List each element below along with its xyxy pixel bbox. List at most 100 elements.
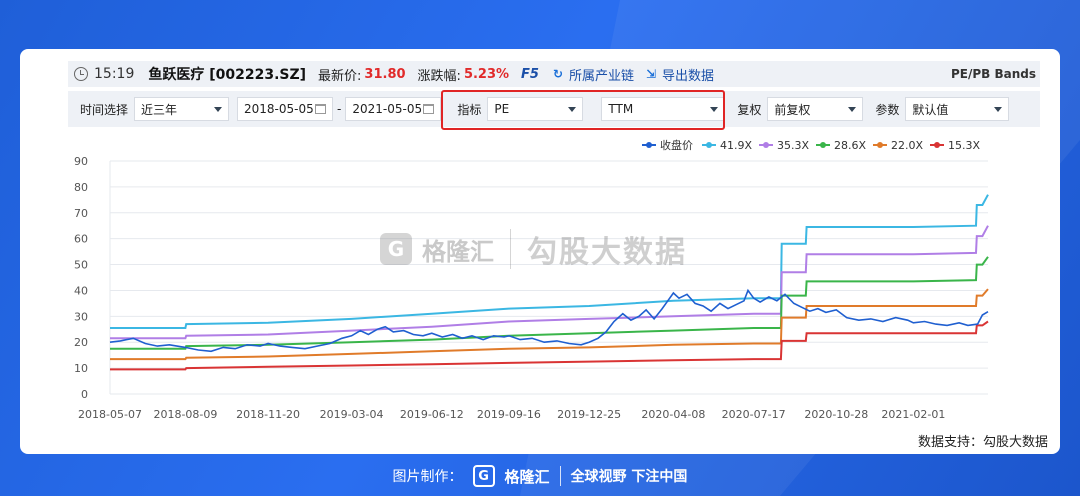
ttm-value: TTM — [608, 102, 634, 116]
change-rate-label: 涨跌幅: — [417, 68, 461, 84]
adjust-select[interactable]: 前复权 — [767, 97, 864, 121]
stock-name: 鱼跃医疗 [002223.SZ] — [148, 67, 307, 83]
watermark: G 格隆汇 勾股大数据 — [380, 227, 687, 271]
pe-band-chart: 0 10 20 30 40 50 60 70 80 90 2018-05-07 2018-08-09… — [74, 138, 989, 421]
indicator-label: 指标 — [457, 102, 482, 117]
x-tick-label: 2018-08-09 — [153, 408, 217, 421]
watermark-text: 勾股大数据 — [527, 235, 687, 270]
x-tick-label: 2018-05-07 — [78, 408, 142, 421]
calendar-icon — [315, 104, 327, 114]
export-data-label: 导出数据 — [662, 68, 715, 84]
gelonghui-logo: G — [472, 465, 495, 487]
refresh-icon: ↻ — [552, 67, 564, 81]
param-select[interactable]: 默认值 — [905, 97, 1010, 121]
chart-grid — [109, 160, 988, 395]
y-tick-label: 20 — [74, 336, 88, 349]
indicator-select[interactable]: PE — [487, 97, 584, 121]
watermark-divider — [510, 229, 511, 269]
latest-price: 最新价: 31.80 — [318, 65, 406, 84]
x-tick-label: 2020-04-08 — [641, 408, 705, 421]
y-tick-label: 70 — [74, 207, 88, 220]
chart-legend: 收盘价 41.9X 35.3X 28.6X 22.0X 15.3X — [642, 138, 980, 152]
time-select-label: 时间选择 — [80, 102, 129, 117]
time-range-select[interactable]: 近三年 — [134, 97, 230, 121]
y-tick-label: 0 — [81, 388, 88, 401]
legend-marker — [877, 142, 883, 148]
legend-label: 28.6X — [834, 139, 866, 152]
start-date-value: 2018-05-05 — [244, 102, 314, 116]
export-icon: ⇲ — [646, 67, 657, 81]
data-support-text: 数据支持：勾股大数据 — [917, 435, 1048, 450]
legend-label: 35.3X — [777, 139, 809, 152]
adjust-value: 前复权 — [774, 102, 811, 117]
chart-panel: 15:19 鱼跃医疗 [002223.SZ] 最新价: 31.80 涨跌幅: 5… — [20, 49, 1060, 454]
param-label: 参数 — [875, 102, 900, 117]
x-axis: 2018-05-07 2018-08-09 2018-11-20 2019-03-04… — [78, 408, 945, 421]
legend-marker — [934, 142, 940, 148]
indicator-value: PE — [494, 102, 510, 116]
legend-marker — [763, 142, 769, 148]
filter-bar: 时间选择 近三年 2018-05-05 - 2021-05-05 指标 PE T… — [68, 91, 1040, 127]
legend-label: 收盘价 — [660, 138, 693, 152]
chevron-down-icon — [710, 106, 719, 112]
x-tick-label: 2019-12-25 — [557, 408, 621, 421]
legend-label: 22.0X — [891, 139, 923, 152]
chevron-down-icon — [848, 106, 857, 112]
chart-series — [109, 194, 989, 371]
legend-label: 41.9X — [720, 139, 752, 152]
footer-made-by: 图片制作： — [392, 469, 463, 485]
time-display: 15:19 — [94, 66, 135, 82]
footer: 图片制作： G 格隆汇 全球视野 下注中国 — [0, 461, 1080, 491]
y-axis: 0 10 20 30 40 50 60 70 80 90 — [74, 155, 88, 401]
y-tick-label: 60 — [74, 233, 88, 246]
legend-marker — [646, 142, 652, 148]
time-range-value: 近三年 — [141, 102, 178, 117]
date-separator: - — [337, 102, 342, 116]
y-tick-label: 30 — [74, 310, 88, 323]
y-tick-label: 50 — [74, 259, 88, 272]
industry-chain-link[interactable]: ↻ 所属产业链 — [553, 65, 634, 84]
adjust-label: 复权 — [737, 102, 762, 117]
footer-divider — [559, 466, 561, 486]
band-line-15_3X — [110, 320, 989, 371]
end-date-input[interactable]: 2021-05-05 — [345, 97, 442, 121]
band-line-28_6X — [110, 256, 989, 350]
stock-header-bar: 15:19 鱼跃医疗 [002223.SZ] 最新价: 31.80 涨跌幅: 5… — [68, 61, 1040, 87]
watermark-brand: 格隆汇 — [422, 237, 494, 266]
calendar-icon — [423, 104, 435, 114]
y-tick-label: 90 — [74, 155, 88, 168]
latest-price-label: 最新价: — [318, 68, 362, 84]
y-tick-label: 10 — [74, 362, 88, 375]
y-tick-label: 40 — [74, 284, 88, 297]
x-tick-label: 2019-09-16 — [477, 408, 541, 421]
x-tick-label: 2019-03-04 — [320, 408, 384, 421]
x-tick-label: 2018-11-20 — [236, 408, 300, 421]
chevron-down-icon — [214, 106, 223, 112]
close-price-line — [109, 288, 989, 353]
band-line-35_3X — [110, 225, 989, 340]
industry-chain-label: 所属产业链 — [568, 68, 634, 84]
param-value: 默认值 — [912, 102, 949, 117]
gelonghui-logo: G — [380, 233, 412, 265]
footer-slogan: 全球视野 下注中国 — [570, 469, 688, 485]
x-tick-label: 2021-02-01 — [881, 408, 945, 421]
chevron-down-icon — [994, 106, 1003, 112]
bands-title: PE/PB Bands — [950, 67, 1036, 81]
footer-brand: 格隆汇 — [504, 467, 550, 486]
f5-button[interactable]: F5 — [521, 66, 539, 82]
x-tick-label: 2020-10-28 — [804, 408, 868, 421]
change-rate-value: 5.23% — [463, 66, 510, 82]
clock-icon — [74, 67, 88, 81]
chevron-down-icon — [568, 106, 577, 112]
ttm-select[interactable]: TTM — [601, 97, 726, 121]
legend-marker — [706, 142, 712, 148]
end-date-value: 2021-05-05 — [352, 102, 423, 116]
x-tick-label: 2020-07-17 — [722, 408, 786, 421]
start-date-input[interactable]: 2018-05-05 — [237, 97, 334, 121]
y-tick-label: 80 — [74, 181, 88, 194]
x-tick-label: 2019-06-12 — [400, 408, 464, 421]
band-line-22_0X — [110, 288, 989, 361]
export-data-link[interactable]: ⇲ 导出数据 — [646, 65, 714, 84]
change-rate: 涨跌幅: 5.23% — [418, 65, 510, 84]
latest-price-value: 31.80 — [364, 66, 406, 82]
